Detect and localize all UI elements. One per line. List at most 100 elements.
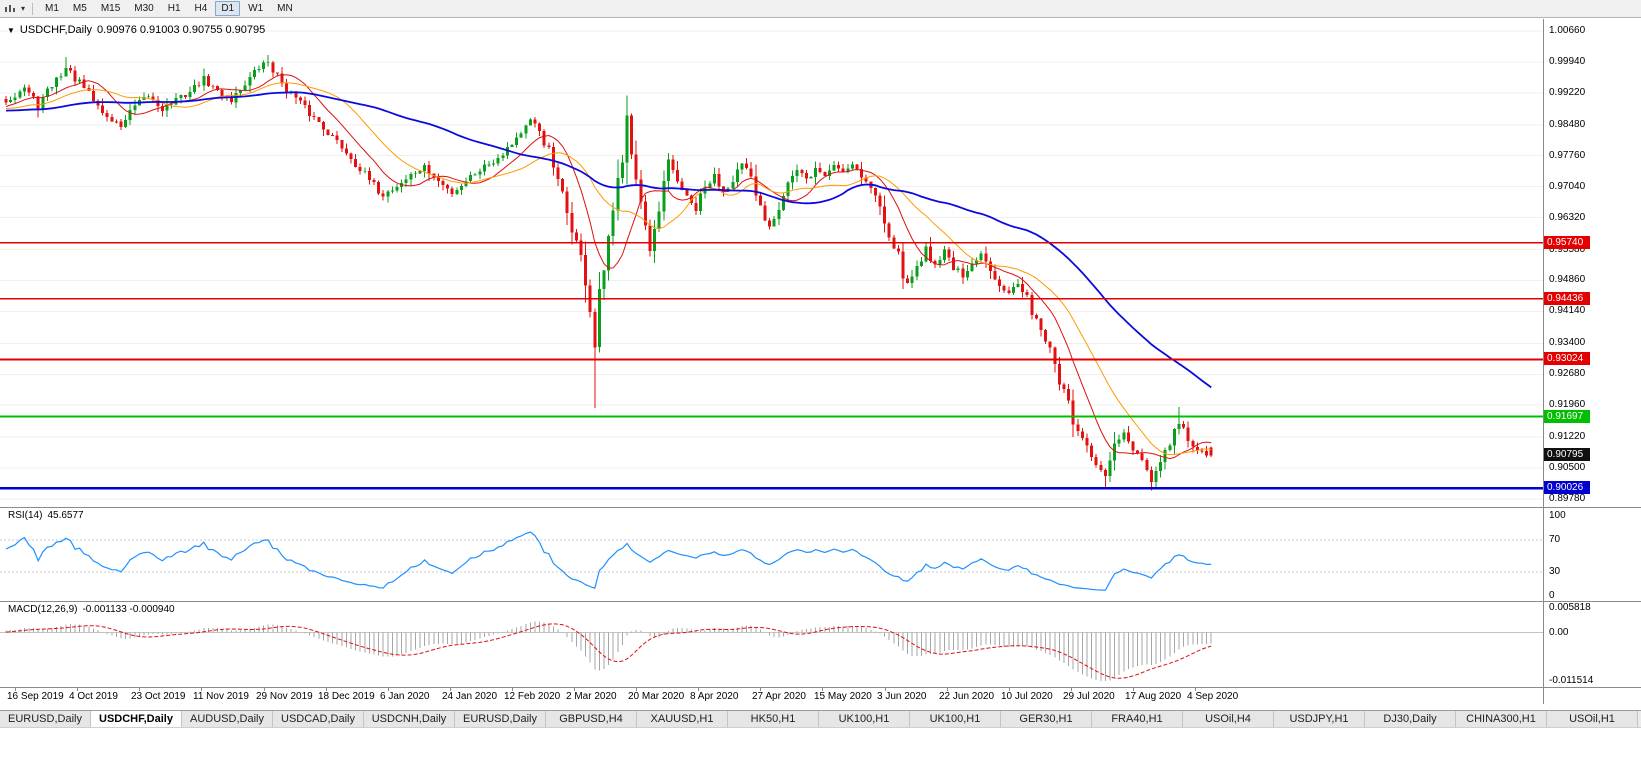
timeframe-button-d1[interactable]: D1 <box>215 1 241 16</box>
date-label: 24 Jan 2020 <box>442 691 498 702</box>
time-tick <box>77 688 78 691</box>
rsi-axis-label: 100 <box>1549 510 1566 521</box>
date-label: 29 Jul 2020 <box>1063 691 1115 702</box>
price-axis-label: 0.92680 <box>1549 368 1586 379</box>
rsi-axis-label: 30 <box>1549 566 1561 577</box>
timeframe-button-m5[interactable]: M5 <box>72 3 87 14</box>
chart-tab-bar: EURUSD,Daily USDCHF,Daily AUDUSD,Daily USDC… <box>0 710 1641 728</box>
timeframe-button-m30[interactable]: M30 <box>134 3 154 14</box>
macd-values: -0.001133 -0.000940 <box>82 604 175 615</box>
price-axis-label: 0.94860 <box>1549 274 1586 285</box>
rsi-axis-label: 0 <box>1549 590 1555 601</box>
macd-name: MACD(12,26,9) <box>8 604 78 615</box>
chart-tab-eurusd-daily[interactable]: EURUSD,Daily <box>455 711 546 727</box>
price-axis-label: 0.97760 <box>1549 150 1586 161</box>
time-tick <box>139 688 140 691</box>
chart-title: ▼ USDCHF,Daily 0.90976 0.91003 0.90755 0… <box>7 24 265 36</box>
date-label: 17 Aug 2020 <box>1125 691 1182 702</box>
rsi-axis[interactable]: 100 70 30 0 <box>1543 508 1641 601</box>
time-tick <box>1009 688 1010 691</box>
timeframe-button-w1[interactable]: W1 <box>248 3 264 14</box>
bar-chart-icon[interactable] <box>4 1 18 17</box>
price-axis-label: 0.99220 <box>1549 87 1586 98</box>
time-tick <box>947 688 948 691</box>
time-tick <box>822 688 823 691</box>
price-axis-label: 0.95580 <box>1549 244 1586 255</box>
price-chart-panel: ▼ USDCHF,Daily 0.90976 0.91003 0.90755 0… <box>0 19 1641 507</box>
price-axis-label: 0.97040 <box>1549 181 1586 192</box>
chart-tab-hk50-h1[interactable]: HK50,H1 <box>728 711 819 727</box>
chart-tab-dj30-daily[interactable]: DJ30,Daily <box>1365 711 1456 727</box>
rsi-indicator-label: RSI(14) 45.6577 <box>6 510 86 521</box>
date-label: 12 Feb 2020 <box>504 691 561 702</box>
timeframes-toolbar: ▾ M1 M5 M15 M30 H1 H4 D1 W1 MN <box>0 0 1641 18</box>
chart-tab-usdcad-daily[interactable]: USDCAD,Daily <box>273 711 364 727</box>
date-label: 20 Mar 2020 <box>628 691 685 702</box>
chart-tab-usdchf-daily[interactable]: USDCHF,Daily <box>91 711 182 727</box>
macd-chart[interactable] <box>0 602 1543 687</box>
timeframe-button-m1[interactable]: M1 <box>45 3 59 14</box>
macd-axis-label: 0.00 <box>1549 627 1569 638</box>
time-tick <box>512 688 513 691</box>
macd-axis-label: 0.005818 <box>1549 602 1591 613</box>
price-axis-label: 0.96320 <box>1549 212 1586 223</box>
chart-tab-usoil-h4[interactable]: USOil,H4 <box>1183 711 1274 727</box>
time-tick <box>636 688 637 691</box>
chart-tab-fra40-h1[interactable]: FRA40,H1 <box>1092 711 1183 727</box>
chart-ohlc-values: 0.90976 0.91003 0.90755 0.90795 <box>97 24 266 36</box>
price-line-tag: 0.95740 <box>1544 236 1590 249</box>
price-axis-label: 0.93400 <box>1549 337 1586 348</box>
time-tick <box>1195 688 1196 691</box>
date-label: 3 Jun 2020 <box>877 691 927 702</box>
chart-tab-ger30-h1[interactable]: GER30,H1 <box>1001 711 1092 727</box>
date-label: 6 Jan 2020 <box>380 691 430 702</box>
chart-tab-eurusd-daily[interactable]: EURUSD,Daily <box>0 711 91 727</box>
chevron-down-icon[interactable]: ▾ <box>21 4 26 13</box>
price-axis-label: 0.91960 <box>1549 399 1586 410</box>
candlestick-chart[interactable] <box>0 19 1543 507</box>
price-line-tag: 0.94436 <box>1544 292 1590 305</box>
rsi-name: RSI(14) <box>8 510 43 521</box>
chart-tab-usdcnh-daily[interactable]: USDCNH,Daily <box>364 711 455 727</box>
time-tick <box>760 688 761 691</box>
timeframe-button-h4[interactable]: H4 <box>194 3 208 14</box>
rsi-axis-label: 70 <box>1549 534 1561 545</box>
timeframe-button-mn[interactable]: MN <box>277 3 293 14</box>
symbol-marker-icon[interactable]: ▼ <box>7 25 15 35</box>
date-label: 4 Oct 2019 <box>69 691 118 702</box>
timeframe-button-m15[interactable]: M15 <box>100 3 121 14</box>
chart-tab-gbpusd-h4[interactable]: GBPUSD,H4 <box>546 711 637 727</box>
chart-tab-china300-h1[interactable]: CHINA300,H1 <box>1456 711 1547 727</box>
price-line-tag: 0.91697 <box>1544 410 1590 423</box>
timeframe-button-h1[interactable]: H1 <box>167 3 181 14</box>
chart-tab-usdjpy-h1[interactable]: USDJPY,H1 <box>1274 711 1365 727</box>
rsi-value: 45.6577 <box>47 510 84 521</box>
date-label: 22 Jun 2020 <box>939 691 995 702</box>
date-label: 16 Sep 2019 <box>7 691 64 702</box>
rsi-chart[interactable] <box>0 508 1543 601</box>
price-axis-label: 0.89780 <box>1549 493 1586 504</box>
price-axis-label: 0.99940 <box>1549 56 1586 67</box>
price-axis-label: 0.98480 <box>1549 119 1586 130</box>
date-label: 27 Apr 2020 <box>752 691 806 702</box>
date-label: 10 Jul 2020 <box>1001 691 1053 702</box>
date-label: 18 Dec 2019 <box>318 691 375 702</box>
date-label: 2 Mar 2020 <box>566 691 617 702</box>
time-axis[interactable]: 16 Sep 2019 4 Oct 2019 23 Oct 2019 11 Nov 2… <box>0 687 1641 704</box>
price-axis[interactable]: 1.00660 0.99940 0.99220 0.98480 0.97760 0.970… <box>1543 19 1641 507</box>
chart-tab-uk100-h1[interactable]: UK100,H1 <box>819 711 910 727</box>
price-axis-label: 0.91220 <box>1549 431 1586 442</box>
macd-axis[interactable]: 0.005818 0.00 -0.011514 <box>1543 602 1641 687</box>
chart-tab-usoil-h1[interactable]: USOil,H1 <box>1547 711 1638 727</box>
time-tick <box>574 688 575 691</box>
chart-tab-uk100-h1[interactable]: UK100,H1 <box>910 711 1001 727</box>
macd-axis-label: -0.011514 <box>1549 675 1594 686</box>
time-tick <box>450 688 451 691</box>
date-label: 4 Sep 2020 <box>1187 691 1239 702</box>
date-label: 23 Oct 2019 <box>131 691 186 702</box>
chart-tab-xauusd-h1[interactable]: XAUUSD,H1 <box>637 711 728 727</box>
date-label: 29 Nov 2019 <box>256 691 313 702</box>
time-tick <box>264 688 265 691</box>
price-line-tag: 0.93024 <box>1544 352 1590 365</box>
chart-tab-audusd-daily[interactable]: AUDUSD,Daily <box>182 711 273 727</box>
